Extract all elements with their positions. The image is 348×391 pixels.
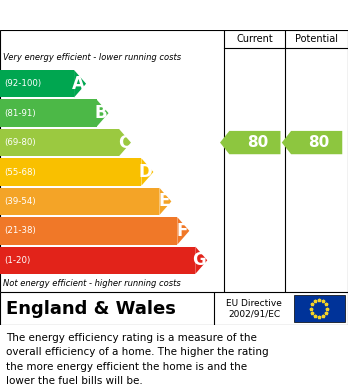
Polygon shape [141, 158, 153, 186]
Polygon shape [159, 188, 171, 215]
Text: EU Directive
2002/91/EC: EU Directive 2002/91/EC [226, 299, 282, 318]
Text: (92-100): (92-100) [4, 79, 41, 88]
Bar [0, 99, 96, 127]
Text: (55-68): (55-68) [4, 167, 36, 176]
Text: E: E [159, 192, 171, 210]
Text: (1-20): (1-20) [4, 256, 30, 265]
Text: England & Wales: England & Wales [6, 300, 176, 317]
Text: A: A [72, 75, 85, 93]
Polygon shape [96, 99, 109, 127]
Text: F: F [177, 222, 188, 240]
Text: Not energy efficient - higher running costs: Not energy efficient - higher running co… [3, 278, 181, 287]
Bar [0, 158, 141, 186]
Polygon shape [220, 131, 280, 154]
Text: C: C [118, 134, 130, 152]
Text: Very energy efficient - lower running costs: Very energy efficient - lower running co… [3, 54, 181, 63]
Text: 80: 80 [247, 135, 268, 150]
Bar [294, 295, 345, 322]
Text: Potential: Potential [295, 34, 338, 44]
Polygon shape [282, 131, 342, 154]
Polygon shape [119, 129, 131, 156]
Text: (81-91): (81-91) [4, 109, 35, 118]
Text: (21-38): (21-38) [4, 226, 36, 235]
Polygon shape [74, 70, 86, 97]
Bar [0, 129, 119, 156]
Bar [0, 247, 195, 274]
Bar [0, 188, 159, 215]
Text: D: D [139, 163, 152, 181]
Text: 80: 80 [309, 135, 330, 150]
Polygon shape [195, 247, 207, 274]
Polygon shape [177, 217, 189, 245]
Bar [0, 70, 74, 97]
Text: G: G [192, 251, 206, 269]
Text: (39-54): (39-54) [4, 197, 35, 206]
Text: Energy Efficiency Rating: Energy Efficiency Rating [9, 6, 238, 24]
Text: (69-80): (69-80) [4, 138, 35, 147]
Bar [0, 217, 177, 245]
Text: The energy efficiency rating is a measure of the
overall efficiency of a home. T: The energy efficiency rating is a measur… [6, 333, 269, 386]
Text: Current: Current [237, 34, 273, 44]
Text: B: B [95, 104, 108, 122]
